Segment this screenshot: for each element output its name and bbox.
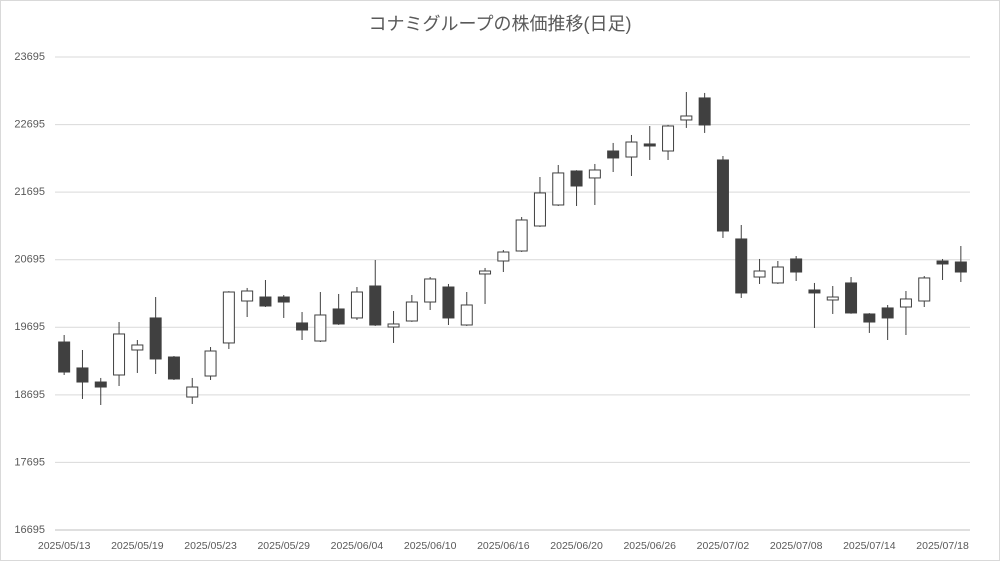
candle-body	[662, 125, 675, 152]
candle-body	[899, 298, 912, 308]
candle-body	[332, 308, 345, 325]
candle-body	[424, 278, 437, 303]
candle-body	[790, 258, 803, 273]
candle-body	[76, 367, 89, 383]
candle-body	[460, 304, 473, 326]
candle-body	[186, 386, 199, 398]
y-tick-label: 22695	[14, 118, 45, 130]
candle-body	[277, 296, 290, 303]
candle-body	[863, 313, 876, 323]
candle-body	[131, 344, 144, 351]
candle-body	[314, 314, 327, 342]
candle-body	[808, 289, 821, 294]
candle-body	[607, 150, 620, 159]
x-tick-label: 2025/06/04	[331, 540, 384, 552]
candle-body	[643, 143, 656, 147]
candle-body	[94, 381, 107, 388]
candle-body	[771, 266, 784, 284]
candle-body	[259, 296, 272, 307]
y-tick-label: 18695	[14, 389, 45, 401]
candle-body	[753, 270, 766, 278]
x-tick-label: 2025/05/19	[111, 540, 164, 552]
candle-body	[515, 219, 528, 252]
chart-title: コナミグループの株価推移(日足)	[369, 14, 632, 34]
candle-body	[405, 301, 418, 322]
candle-body	[698, 97, 711, 126]
candle-body	[113, 333, 126, 376]
candle-body	[845, 282, 858, 314]
candle-body	[296, 322, 309, 331]
x-tick-label: 2025/05/23	[184, 540, 237, 552]
x-tick-label: 2025/07/08	[770, 540, 823, 552]
x-tick-label: 2025/07/18	[916, 540, 969, 552]
candle-body	[936, 260, 949, 265]
candle-body	[881, 307, 894, 319]
x-tick-label: 2025/07/14	[843, 540, 896, 552]
candle-body	[241, 290, 254, 302]
y-tick-label: 19695	[14, 321, 45, 333]
x-tick-label: 2025/06/20	[550, 540, 603, 552]
x-tick-label: 2025/06/16	[477, 540, 530, 552]
x-tick-label: 2025/06/10	[404, 540, 457, 552]
candle-body	[387, 323, 400, 328]
candle-body	[735, 238, 748, 294]
x-tick-label: 2025/05/29	[257, 540, 310, 552]
candle-body	[680, 115, 693, 121]
candle-body	[533, 192, 546, 227]
candle-body	[149, 317, 162, 360]
candle-body	[350, 291, 363, 319]
y-tick-label: 23695	[14, 51, 45, 63]
y-tick-label: 17695	[14, 456, 45, 468]
y-tick-label: 21695	[14, 186, 45, 198]
y-tick-label: 20695	[14, 254, 45, 266]
x-tick-label: 2025/07/02	[697, 540, 750, 552]
x-tick-label: 2025/06/26	[623, 540, 676, 552]
candle-body	[552, 172, 565, 206]
candle-body	[826, 296, 839, 301]
candle-body	[369, 285, 382, 326]
y-tick-label: 16695	[14, 524, 45, 536]
candle-body	[570, 170, 583, 187]
candle-body	[497, 251, 510, 262]
candle-body	[58, 341, 71, 373]
candle-body	[167, 356, 180, 380]
candle-body	[716, 159, 729, 232]
candle-body	[222, 291, 235, 344]
candle-body	[625, 141, 638, 158]
candle-body	[479, 270, 492, 275]
candle-body	[588, 169, 601, 179]
candle-body	[442, 286, 455, 319]
candle-body	[954, 261, 967, 273]
candle-body	[918, 277, 931, 302]
x-tick-label: 2025/05/13	[38, 540, 91, 552]
candle-body	[204, 350, 217, 377]
